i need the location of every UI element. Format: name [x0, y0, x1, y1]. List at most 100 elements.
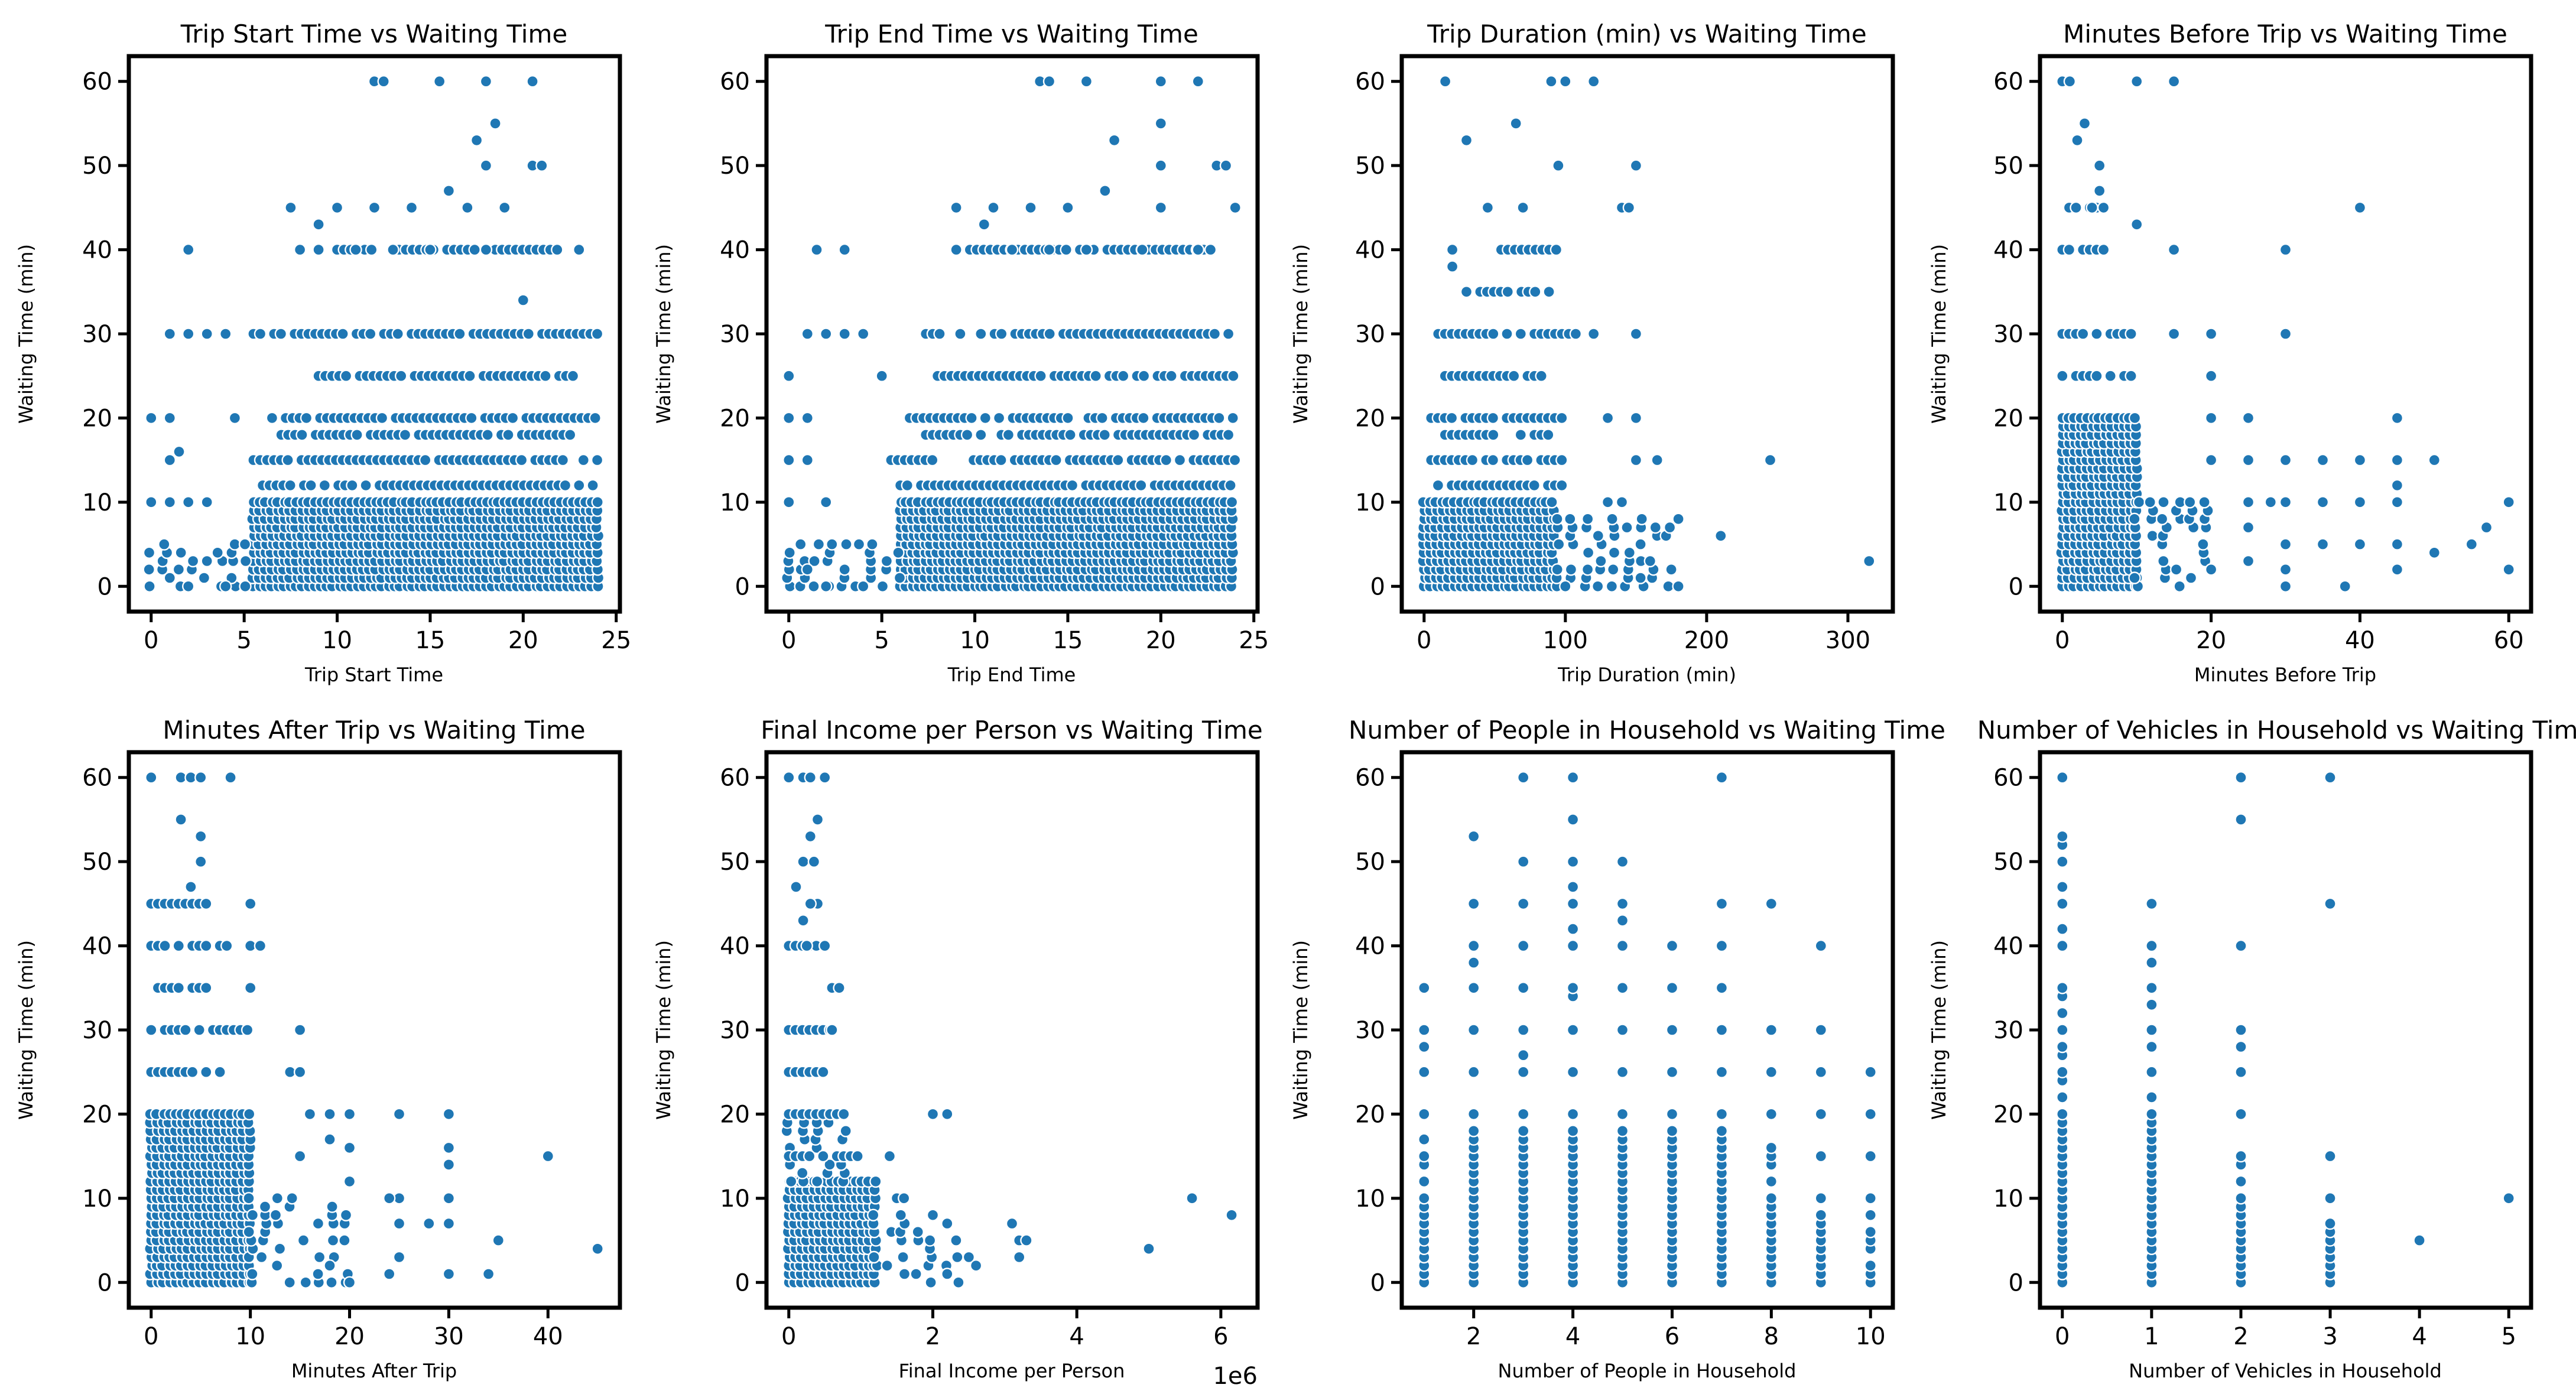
- data-point: [586, 479, 599, 492]
- data-point: [1467, 982, 1480, 994]
- subplot-title: Number of People in Household vs Waiting…: [1349, 716, 1945, 745]
- data-point: [1765, 1107, 1778, 1121]
- data-point: [804, 830, 817, 843]
- y-tick-label: 30: [1355, 1017, 1385, 1044]
- data-point: [2279, 496, 2292, 509]
- data-point: [1566, 982, 1580, 994]
- data-point: [2234, 939, 2247, 953]
- data-point: [1418, 1133, 1431, 1146]
- data-point: [1516, 1065, 1530, 1078]
- data-point: [1601, 496, 1615, 509]
- data-point: [465, 411, 478, 425]
- data-point: [2204, 369, 2218, 382]
- data-point: [2056, 1065, 2069, 1078]
- data-point: [1566, 771, 1580, 784]
- data-point: [1616, 855, 1629, 868]
- data-point: [1605, 580, 1619, 593]
- data-point: [1418, 1192, 1431, 1205]
- data-point: [2353, 496, 2367, 509]
- data-point: [894, 1208, 908, 1222]
- subplot-title: Minutes Before Trip vs Waiting Time: [2063, 20, 2507, 48]
- data-point: [965, 411, 978, 425]
- y-tick-label: 60: [1993, 69, 2023, 96]
- data-point: [163, 411, 176, 425]
- data-point: [182, 496, 195, 509]
- data-point: [1080, 74, 1093, 88]
- data-point: [804, 897, 817, 911]
- data-point: [950, 201, 963, 214]
- data-point: [1765, 1065, 1778, 1078]
- data-point: [1620, 521, 1633, 534]
- data-point: [2090, 369, 2103, 382]
- data-point: [1616, 1107, 1629, 1121]
- data-point: [241, 1023, 254, 1036]
- data-point: [1672, 512, 1685, 525]
- data-point: [2093, 159, 2106, 172]
- data-point: [194, 771, 207, 784]
- data-point: [826, 1023, 839, 1036]
- data-point: [142, 563, 155, 576]
- data-point: [852, 538, 866, 551]
- data-point: [1542, 285, 1555, 298]
- data-point: [1466, 453, 1479, 467]
- data-point: [197, 571, 211, 584]
- data-point: [2324, 1149, 2337, 1163]
- data-point: [1587, 327, 1600, 340]
- data-point: [433, 74, 446, 88]
- data-point: [172, 563, 186, 576]
- data-point: [386, 243, 399, 256]
- subplot-title: Trip Duration (min) vs Waiting Time: [1427, 20, 1866, 48]
- data-point: [213, 1065, 226, 1078]
- data-point: [1616, 982, 1629, 994]
- data-point: [239, 580, 252, 593]
- y-tick-label: 40: [720, 933, 750, 960]
- data-point: [1486, 453, 1500, 467]
- x-axis-label: Trip Duration (min): [1557, 664, 1736, 686]
- data-point: [2234, 1040, 2247, 1054]
- data-point: [1551, 563, 1564, 576]
- data-point: [194, 855, 207, 868]
- data-point: [1616, 1065, 1629, 1078]
- data-point: [300, 411, 313, 425]
- data-point: [1715, 1124, 1729, 1138]
- data-point: [812, 538, 826, 551]
- data-point: [1191, 74, 1205, 88]
- data-point: [1864, 1107, 1877, 1121]
- data-point: [339, 1208, 353, 1222]
- data-point: [1418, 1149, 1431, 1163]
- data-point: [2128, 411, 2142, 425]
- data-point: [1594, 554, 1607, 568]
- data-point: [1814, 1192, 1828, 1205]
- data-point: [1665, 1065, 1679, 1078]
- data-point: [2128, 571, 2141, 584]
- data-point: [349, 243, 362, 256]
- data-point: [285, 1192, 298, 1205]
- data-point: [2242, 496, 2255, 509]
- data-point: [1509, 117, 1522, 130]
- data-point: [482, 1268, 495, 1280]
- data-point: [896, 1250, 909, 1264]
- data-point: [1566, 922, 1580, 935]
- data-point: [293, 243, 307, 256]
- data-point: [810, 243, 823, 256]
- y-tick-label: 50: [1355, 152, 1385, 180]
- data-point: [1486, 411, 1500, 425]
- data-point: [880, 554, 894, 568]
- data-point: [1566, 855, 1580, 868]
- data-point: [1159, 453, 1173, 467]
- data-point: [303, 1107, 317, 1121]
- data-point: [364, 327, 377, 340]
- data-point: [1715, 939, 1729, 953]
- data-point: [818, 939, 831, 953]
- data-point: [1154, 159, 1168, 172]
- data-point: [1418, 1023, 1431, 1036]
- x-axis-label: Minutes After Trip: [291, 1360, 457, 1382]
- data-point: [1460, 134, 1473, 147]
- y-tick-label: 40: [1355, 933, 1385, 960]
- data-point: [442, 1158, 456, 1171]
- data-point: [1034, 369, 1047, 382]
- axes-frame: [126, 54, 622, 614]
- data-point: [790, 880, 803, 893]
- y-axis-label: Waiting Time (min): [15, 940, 37, 1120]
- data-point: [1208, 327, 1222, 340]
